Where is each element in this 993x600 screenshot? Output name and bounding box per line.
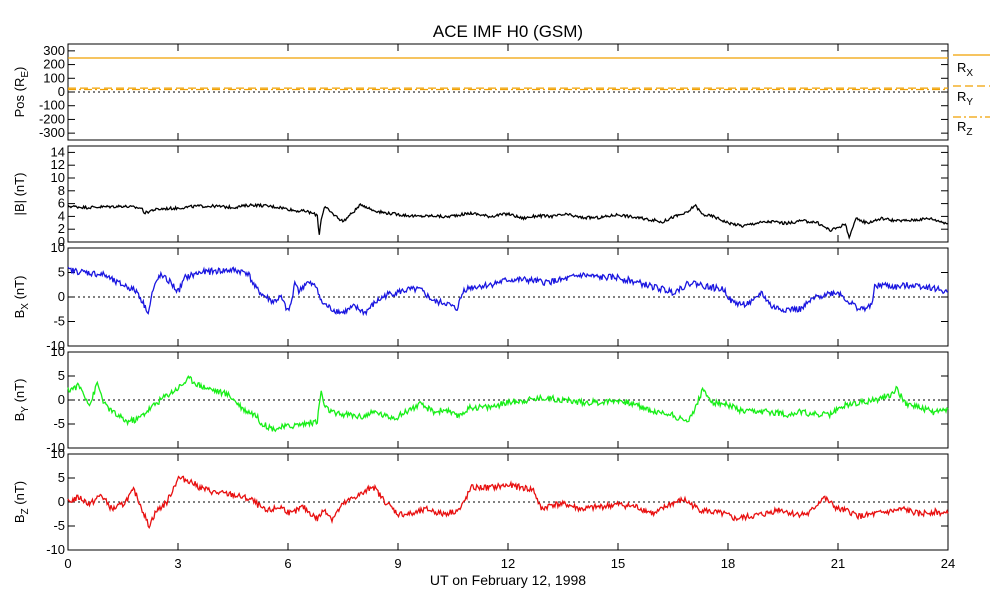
x-tick-label: 9 xyxy=(394,556,401,571)
panel-frame xyxy=(67,145,949,243)
y-axis-label: BZ (nT) xyxy=(12,481,31,523)
series-line xyxy=(67,202,949,240)
y-tick-label: 0 xyxy=(58,289,65,304)
y-tick-label: 4 xyxy=(58,208,65,223)
y-tick-label: 0 xyxy=(58,84,65,99)
series-bmag-0 xyxy=(67,202,949,240)
x-tick-label: 24 xyxy=(941,556,955,571)
y-tick-label: -200 xyxy=(39,111,65,126)
panel-by: 10 5 0 -5 -10 BY (nT) xyxy=(12,344,949,455)
y-tick-label: 5 xyxy=(58,470,65,485)
y-tick-label: -5 xyxy=(53,416,65,431)
y-tick-label: 0 xyxy=(58,234,65,249)
y-tick-label: -10 xyxy=(46,440,65,455)
y-tick-label: 2 xyxy=(58,221,65,236)
y-tick-label: 5 xyxy=(58,265,65,280)
y-axis-label: |B| (nT) xyxy=(12,173,27,216)
y-tick-label: 10 xyxy=(51,344,65,359)
y-tick-label: -10 xyxy=(46,338,65,353)
x-tick-label: 21 xyxy=(831,556,845,571)
legend-label: RY xyxy=(957,89,973,108)
x-tick-label: 12 xyxy=(501,556,515,571)
x-tick-label: 3 xyxy=(174,556,181,571)
legend-label: RX xyxy=(957,60,973,79)
y-tick-label: 200 xyxy=(43,57,65,72)
y-tick-label: -10 xyxy=(46,542,65,557)
y-tick-label: -5 xyxy=(53,314,65,329)
y-tick-label: 0 xyxy=(58,392,65,407)
y-tick-label: 0 xyxy=(58,494,65,509)
series-by-0 xyxy=(67,374,949,433)
series-line xyxy=(67,266,949,317)
y-tick-label: -300 xyxy=(39,125,65,140)
y-tick-label: 5 xyxy=(58,368,65,383)
x-tick-label: 18 xyxy=(721,556,735,571)
y-tick-label: -100 xyxy=(39,98,65,113)
y-tick-label: 10 xyxy=(51,446,65,461)
x-axis: 0 3 6 9 12 15 18 21 24 xyxy=(64,44,955,571)
y-tick-label: 300 xyxy=(43,43,65,58)
series-bx-0 xyxy=(67,266,949,317)
panel-bx: 10 5 0 -5 -10 BX (nT) xyxy=(12,240,949,353)
y-tick-label: 10 xyxy=(51,170,65,185)
chart-title: ACE IMF H0 (GSM) xyxy=(433,22,583,41)
x-axis-label: UT on February 12, 1998 xyxy=(430,572,586,588)
y-tick-label: 100 xyxy=(43,70,65,85)
x-tick-label: 15 xyxy=(611,556,625,571)
legend: RX RY RZ xyxy=(953,54,990,138)
legend-label: RZ xyxy=(957,119,973,138)
y-tick-label: 6 xyxy=(58,196,65,211)
y-axis-label: BX (nT) xyxy=(12,276,31,319)
y-tick-label: 14 xyxy=(51,144,65,159)
y-tick-label: 8 xyxy=(58,183,65,198)
series-bz-0 xyxy=(67,475,949,530)
y-tick-label: -5 xyxy=(53,518,65,533)
y-tick-label: 12 xyxy=(51,157,65,172)
x-tick-label: 0 xyxy=(64,556,71,571)
y-tick-label: 10 xyxy=(51,240,65,255)
y-axis-label: BY (nT) xyxy=(12,379,31,422)
panel-bz: 10 5 0 -5 -10 BZ (nT) xyxy=(12,446,949,557)
y-axis-label: Pos (RE) xyxy=(12,67,31,118)
series-line xyxy=(67,374,949,433)
series-line xyxy=(67,475,949,530)
x-tick-label: 6 xyxy=(284,556,291,571)
